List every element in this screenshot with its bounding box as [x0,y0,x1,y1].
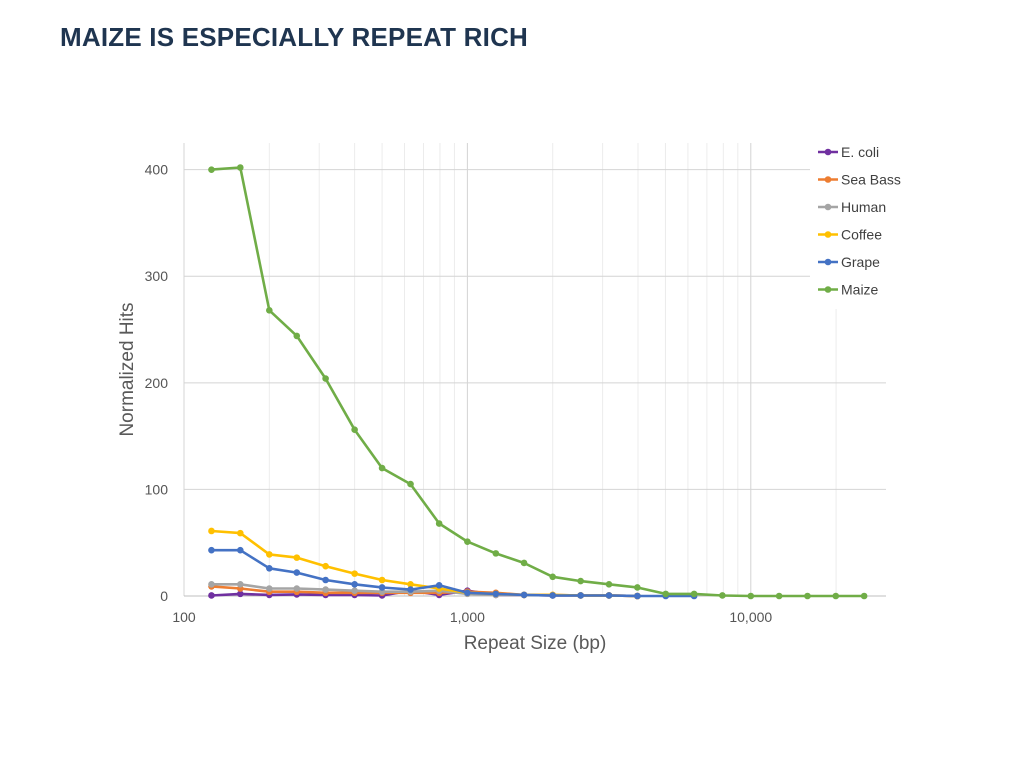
legend-label-e-coli: E. coli [841,144,879,160]
data-point-grape [520,591,528,599]
data-point-human [322,586,329,593]
x-tick-label: 100 [172,609,196,625]
data-point-grape [351,580,358,588]
data-point-grape [605,592,613,599]
data-point-maize [492,550,500,557]
data-point-grape [322,576,329,584]
data-point-maize [464,538,471,545]
data-point-maize [208,166,215,173]
data-point-maize [549,573,557,581]
data-point-maize [804,592,811,600]
data-point-grape [464,589,471,597]
data-point-human [351,587,358,594]
data-point-grape [634,592,641,600]
data-point-e-coli [236,590,244,598]
data-point-coffee [208,527,215,535]
data-point-human [236,580,244,588]
data-point-grape [492,590,500,598]
legend-marker-coffee [824,231,832,238]
legend-label-maize: Maize [841,282,879,298]
data-point-coffee [407,580,414,588]
data-point-grape [549,592,557,599]
data-point-grape [293,569,301,576]
data-point-maize [266,307,273,314]
data-point-maize [662,590,670,598]
y-tick-label: 100 [145,481,169,497]
data-point-human [266,585,273,592]
x-tick-label: 10,000 [729,609,772,625]
data-point-maize [747,592,755,600]
data-point-maize [634,584,641,591]
data-point-grape [266,564,273,572]
data-point-coffee [266,551,273,558]
data-point-maize [690,590,698,598]
legend-marker-sea-bass [824,176,832,183]
x-tick-label: 1,000 [450,609,485,625]
data-point-maize [577,577,584,585]
data-point-maize [407,480,414,488]
data-point-maize [322,375,329,382]
data-point-maize [378,464,386,472]
data-point-grape [236,546,244,554]
data-point-maize [435,520,443,527]
data-point-maize [520,559,528,567]
x-axis-title: Repeat Size (bp) [464,633,607,654]
y-tick-label: 0 [160,588,168,604]
legend-marker-human [824,203,832,211]
legend-label-sea-bass: Sea Bass [841,172,901,188]
data-point-maize [351,426,358,434]
data-point-maize [775,592,783,600]
legend-label-coffee: Coffee [841,227,882,243]
series-maize [208,164,868,600]
data-point-coffee [322,562,329,570]
data-point-coffee [351,570,358,577]
y-tick-label: 300 [145,268,169,284]
y-tick-label: 200 [145,375,169,391]
legend: E. coli Sea Bass Human Coffee Grape Maize [810,136,902,309]
legend-marker-grape [824,258,832,266]
data-point-maize [236,164,244,171]
series-grape [208,546,698,600]
data-point-human [293,585,301,592]
data-point-maize [293,332,301,340]
data-point-human [208,580,215,588]
data-point-coffee [236,529,244,537]
series-layer [208,164,868,600]
data-point-maize [860,592,868,600]
legend-label-human: Human [841,199,886,215]
data-point-grape [435,582,443,589]
legend-background [810,136,902,309]
data-point-maize [832,592,840,600]
minor-gridlines [268,143,837,596]
legend-marker-maize [824,286,832,293]
data-point-e-coli [208,592,215,599]
series-line-grape [211,548,695,598]
data-point-maize [719,592,726,599]
data-point-coffee [293,554,301,561]
data-point-grape [407,586,414,593]
legend-marker-e-coli [824,148,832,156]
y-tick-label: 400 [145,162,169,178]
data-point-maize [605,580,613,588]
series-line-maize [211,166,865,598]
major-gridlines [183,143,886,597]
data-point-grape [208,546,215,554]
data-point-grape [577,592,584,599]
y-axis-title: Normalized Hits [117,302,138,436]
data-point-coffee [378,576,386,584]
slide-title: MAIZE IS ESPECIALLY REPEAT RICH [60,22,529,52]
data-point-grape [378,584,386,591]
legend-label-grape: Grape [841,254,880,270]
